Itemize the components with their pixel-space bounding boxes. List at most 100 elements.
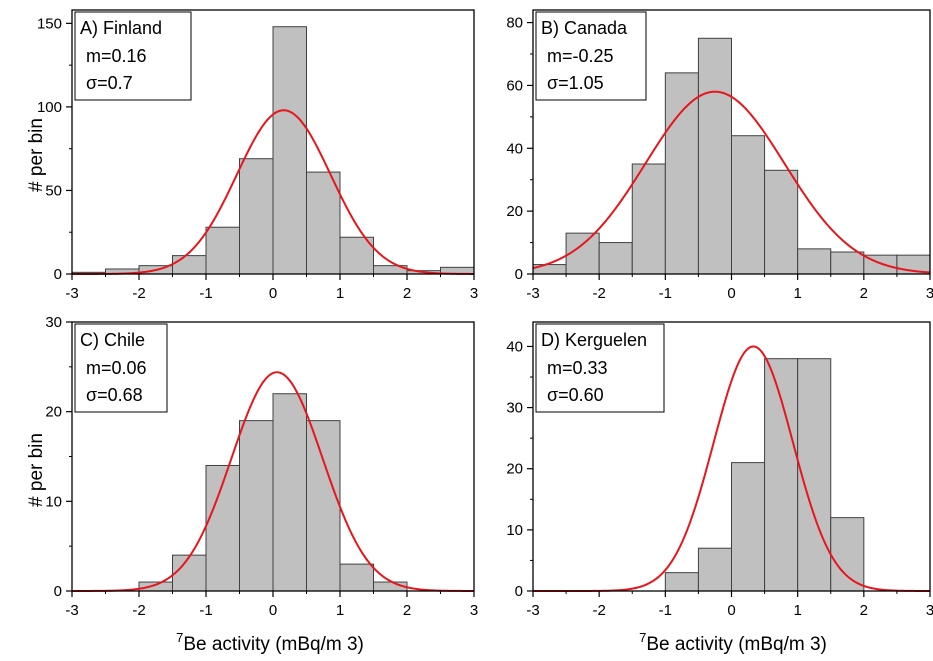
y-tick-label: 20: [506, 203, 523, 220]
histogram-panel: -3 -2 -1 0 1 2 3 0 20 40 60 80 B) Canada m=-0.25 σ=1.0…: [506, 9, 933, 302]
histogram-bar: [172, 255, 207, 275]
y-axis-title-top: # per bin: [26, 118, 47, 192]
histogram-bar: [172, 554, 207, 592]
histogram-bar: [731, 135, 766, 275]
x-tick-label: 0: [727, 602, 735, 619]
histogram-bar: [205, 464, 240, 592]
histogram-bar: [697, 547, 733, 592]
annotation-box: [74, 11, 192, 101]
y-tick-label: 40: [506, 338, 523, 355]
y-tick-label: 80: [506, 15, 523, 32]
histogram-bar: [830, 517, 865, 592]
histogram-bar: [697, 37, 733, 275]
histogram-bar: [598, 242, 633, 275]
x-tick-label: 0: [269, 602, 277, 619]
histogram-bar: [797, 248, 832, 275]
panel-label: C) Chile: [80, 330, 145, 350]
gaussian-fit-line: [532, 90, 931, 274]
y-tick-label: 60: [506, 77, 523, 94]
histogram-bar: [631, 163, 666, 275]
fit-stat-label: m=0.16: [86, 46, 147, 66]
x-tick-label: 1: [336, 602, 344, 619]
y-tick-label: 0: [54, 583, 62, 600]
fit-stat-label: σ=0.60: [547, 385, 604, 405]
histogram-bar: [339, 236, 374, 275]
histogram-panel: -3 -2 -1 0 1 2 3 0 50 100 150 A) Finland m=0.16 σ=0.7: [37, 9, 478, 302]
x-tick-label: 2: [860, 285, 868, 302]
y-tick-label: 0: [515, 266, 523, 283]
x-tick-label: -3: [526, 602, 539, 619]
histogram-bar: [764, 169, 799, 275]
histogram-bar: [205, 226, 240, 275]
y-tick-label: 50: [45, 182, 62, 199]
annotation-box: [74, 323, 168, 413]
x-tick-label: 1: [793, 602, 801, 619]
histogram-bar: [339, 563, 374, 592]
histogram-bar: [764, 358, 799, 592]
x-tick-label: 1: [793, 285, 801, 302]
x-tick-label: -2: [592, 285, 605, 302]
histogram-bar: [239, 158, 274, 275]
histogram-bar: [664, 72, 699, 275]
x-tick-label: 2: [403, 285, 411, 302]
panel-label: B) Canada: [541, 18, 628, 38]
y-tick-label: 20: [45, 404, 62, 421]
histogram-bar: [797, 358, 832, 592]
y-tick-label: 150: [37, 15, 62, 32]
x-tick-label: -3: [65, 602, 78, 619]
x-axis-title-text: Be activity (mBq/m 3): [646, 634, 827, 655]
y-tick-label: 10: [506, 522, 523, 539]
histogram-bar: [306, 171, 341, 275]
x-tick-label: -1: [659, 285, 672, 302]
fit-stat-label: m=0.33: [547, 358, 608, 378]
histogram-bar: [239, 420, 274, 592]
fit-stat-label: σ=0.7: [86, 73, 133, 93]
histogram-bar: [138, 581, 173, 592]
x-axis-title-left: 7Be activity (mBq/m 3): [176, 630, 364, 655]
gaussian-fit-line: [72, 371, 474, 592]
y-tick-label: 100: [37, 99, 62, 116]
x-tick-label: 3: [470, 602, 478, 619]
x-tick-label: 1: [336, 285, 344, 302]
x-tick-label: 0: [727, 285, 735, 302]
x-axis-title-right: 7Be activity (mBq/m 3): [639, 630, 827, 655]
x-tick-label: 2: [403, 602, 411, 619]
x-tick-label: -2: [132, 602, 145, 619]
y-tick-label: 10: [45, 493, 62, 510]
x-tick-label: -3: [526, 285, 539, 302]
histogram-bar: [664, 572, 699, 592]
panel-label: D) Kerguelen: [541, 330, 647, 350]
y-tick-label: 20: [506, 461, 523, 478]
x-tick-label: -2: [592, 602, 605, 619]
x-tick-label: 2: [860, 602, 868, 619]
annotation-box: [535, 11, 647, 101]
gaussian-fit-line: [72, 109, 475, 275]
x-axis-title-superscript: 7: [176, 630, 183, 645]
panel-label: A) Finland: [80, 18, 162, 38]
x-tick-label: 3: [470, 285, 478, 302]
histogram-bar: [272, 393, 307, 592]
y-tick-label: 30: [45, 314, 62, 331]
fit-stat-label: m=-0.25: [547, 46, 614, 66]
x-tick-label: 3: [926, 602, 933, 619]
x-tick-label: 3: [926, 285, 933, 302]
fit-stat-label: σ=0.68: [86, 385, 143, 405]
fit-stat-label: σ=1.05: [547, 73, 604, 93]
x-tick-label: -1: [199, 285, 212, 302]
annotation-box: [535, 323, 665, 413]
x-tick-label: -1: [659, 602, 672, 619]
fit-stat-label: m=0.06: [86, 358, 147, 378]
y-tick-label: 0: [54, 266, 62, 283]
histogram-bar: [272, 26, 307, 275]
x-tick-label: 0: [269, 285, 277, 302]
histogram-bar: [306, 420, 341, 592]
x-axis-title-text: Be activity (mBq/m 3): [183, 634, 364, 655]
histogram-bar: [830, 251, 865, 275]
x-tick-label: -1: [199, 602, 212, 619]
y-tick-label: 30: [506, 400, 523, 417]
y-axis-title-bottom: # per bin: [26, 433, 47, 507]
